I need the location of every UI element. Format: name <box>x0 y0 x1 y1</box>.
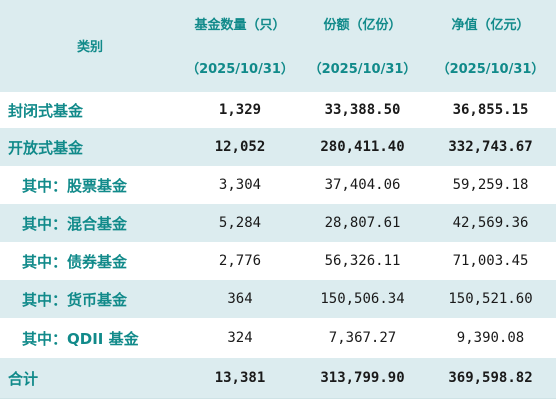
shares-cell: 28,807.61 <box>324 215 401 231</box>
header-shares-date: （2025/10/31） <box>308 62 417 77</box>
fund-count-cell: 324 <box>227 330 253 346</box>
table-row-open-end: 开放式基金 12,052 280,411.40 332,743.67 <box>0 128 556 166</box>
row-label: 开放式基金 <box>8 138 84 157</box>
nav-cell: 9,390.08 <box>456 330 525 346</box>
table-row-bond: 其中：债券基金 2,776 56,326.11 71,003.45 <box>0 242 556 280</box>
header-shares: 份额（亿份） <box>323 18 402 33</box>
header-category: 类别 <box>76 39 103 55</box>
nav-cell: 332,743.67 <box>448 139 533 155</box>
table-row-equity: 其中：股票基金 3,304 37,404.06 59,259.18 <box>0 166 556 204</box>
row-label: 封闭式基金 <box>8 101 84 120</box>
shares-cell: 56,326.11 <box>324 253 401 269</box>
table-row-money-market: 其中：货币基金 364 150,506.34 150,521.60 <box>0 280 556 318</box>
shares-cell: 313,799.90 <box>320 370 405 386</box>
nav-cell: 59,259.18 <box>452 177 529 193</box>
header-nav: 净值（亿元） <box>451 18 530 33</box>
fund-count-cell: 1,329 <box>218 102 262 118</box>
header-nav-date: （2025/10/31） <box>436 62 545 77</box>
table-row-closed-end: 封闭式基金 1,329 33,388.50 36,855.15 <box>0 92 556 128</box>
nav-cell: 369,598.82 <box>448 370 533 386</box>
row-label: 其中：债券基金 <box>22 252 128 271</box>
fund-count-cell: 2,776 <box>218 253 262 269</box>
fund-count-cell: 5,284 <box>218 215 262 231</box>
fund-count-cell: 13,381 <box>214 370 266 386</box>
table-row-total: 合计 13,381 313,799.90 369,598.82 <box>0 358 556 398</box>
fund-count-cell: 3,304 <box>218 177 262 193</box>
nav-cell: 150,521.60 <box>448 291 533 307</box>
nav-cell: 36,855.15 <box>452 102 529 118</box>
row-label: 其中：QDII 基金 <box>22 329 139 348</box>
nav-cell: 42,569.36 <box>452 215 529 231</box>
row-label: 其中：股票基金 <box>22 176 128 195</box>
shares-cell: 33,388.50 <box>324 102 401 118</box>
row-label: 其中：混合基金 <box>22 214 128 233</box>
shares-cell: 280,411.40 <box>320 139 405 155</box>
nav-cell: 71,003.45 <box>452 253 529 269</box>
table-row-qdii: 其中：QDII 基金 324 7,367.27 9,390.08 <box>0 318 556 358</box>
header-fund-count: 基金数量（只） <box>194 18 286 33</box>
fund-count-cell: 364 <box>227 291 253 307</box>
row-label: 其中：货币基金 <box>22 290 128 309</box>
fund-count-cell: 12,052 <box>214 139 266 155</box>
table-row-hybrid: 其中：混合基金 5,284 28,807.61 42,569.36 <box>0 204 556 242</box>
shares-cell: 37,404.06 <box>324 177 401 193</box>
table-header: 类别 基金数量（只） （2025/10/31） 份额（亿份） （2025/10/… <box>0 0 556 92</box>
table-bottom-rule <box>0 398 556 399</box>
row-label: 合计 <box>8 369 39 388</box>
header-fund-count-date: （2025/10/31） <box>186 62 294 77</box>
shares-cell: 7,367.27 <box>328 330 397 346</box>
shares-cell: 150,506.34 <box>320 291 405 307</box>
